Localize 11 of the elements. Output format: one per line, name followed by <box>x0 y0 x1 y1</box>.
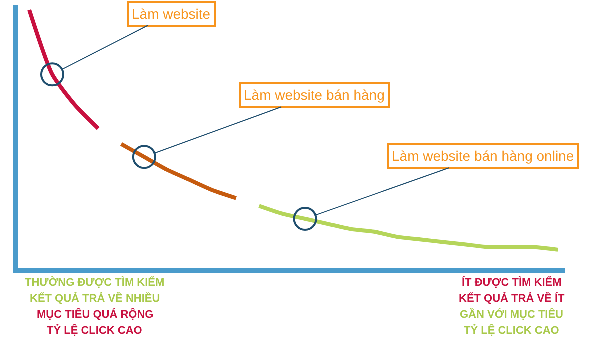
annotation: Làm website bán hàng online <box>392 148 574 164</box>
annotation: Làm website <box>132 6 211 22</box>
text: GẦN VỚI MỤC TIÊU <box>460 308 564 321</box>
annotation: Làm website bán hàng <box>244 87 385 103</box>
text: MỤC TIÊU QUÁ RỘNG <box>37 308 154 321</box>
text: TỶ LỆ CLICK CAO <box>464 324 560 337</box>
text: KẾT QUẢ TRẢ VỀ ÍT <box>459 292 566 305</box>
text: ÍT ĐƯỢC TÌM KIẾM <box>462 276 562 289</box>
text: TỶ LỆ CLICK CAO <box>47 324 143 337</box>
text: KẾT QUẢ TRẢ VỀ NHIỀU <box>30 292 160 305</box>
text: THƯỜNG ĐƯỢC TÌM KIẾM <box>25 276 165 289</box>
